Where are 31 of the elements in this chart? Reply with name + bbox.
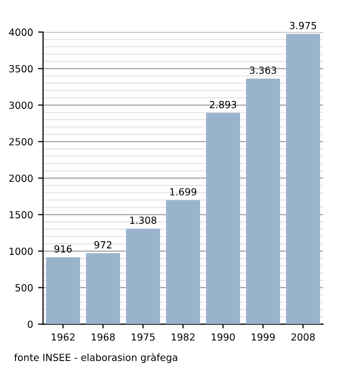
y-tick-label: 1000 bbox=[10, 248, 33, 255]
data-label: 1.699 bbox=[170, 188, 196, 196]
bar bbox=[206, 112, 240, 324]
x-tick-label: 1968 bbox=[92, 333, 115, 341]
data-label: 1.308 bbox=[130, 216, 156, 224]
bar bbox=[246, 78, 280, 324]
y-tick-label: 2000 bbox=[9, 174, 33, 182]
x-tick-label: 1962 bbox=[52, 333, 74, 341]
x-tick-label: 1990 bbox=[212, 333, 235, 341]
y-tick-label: 500 bbox=[16, 284, 33, 292]
data-label: 3.975 bbox=[290, 22, 316, 30]
y-tick-label: 2500 bbox=[9, 138, 33, 146]
data-label: 2.893 bbox=[210, 100, 236, 108]
data-label: 3.363 bbox=[250, 66, 276, 74]
x-tick-label: 1975 bbox=[132, 333, 155, 341]
bar bbox=[126, 228, 160, 324]
x-tick-label: 1999 bbox=[252, 333, 275, 341]
y-tick-label: 3500 bbox=[9, 65, 33, 72]
bar bbox=[46, 257, 80, 324]
x-tick-label: 1982 bbox=[172, 333, 194, 341]
y-tick-label: 1500 bbox=[10, 211, 33, 218]
data-label: 916 bbox=[54, 245, 72, 253]
bar bbox=[286, 34, 320, 324]
y-tick-label: 4000 bbox=[9, 28, 33, 36]
y-tick-label: 3000 bbox=[9, 102, 33, 109]
x-tick-label: 2008 bbox=[291, 333, 315, 341]
data-label: 972 bbox=[94, 241, 112, 249]
bar bbox=[166, 200, 200, 324]
bar bbox=[86, 253, 120, 324]
y-tick-label: 0 bbox=[28, 320, 33, 328]
source-note: fonte INSEE - elaborasion gràfega bbox=[14, 353, 178, 363]
